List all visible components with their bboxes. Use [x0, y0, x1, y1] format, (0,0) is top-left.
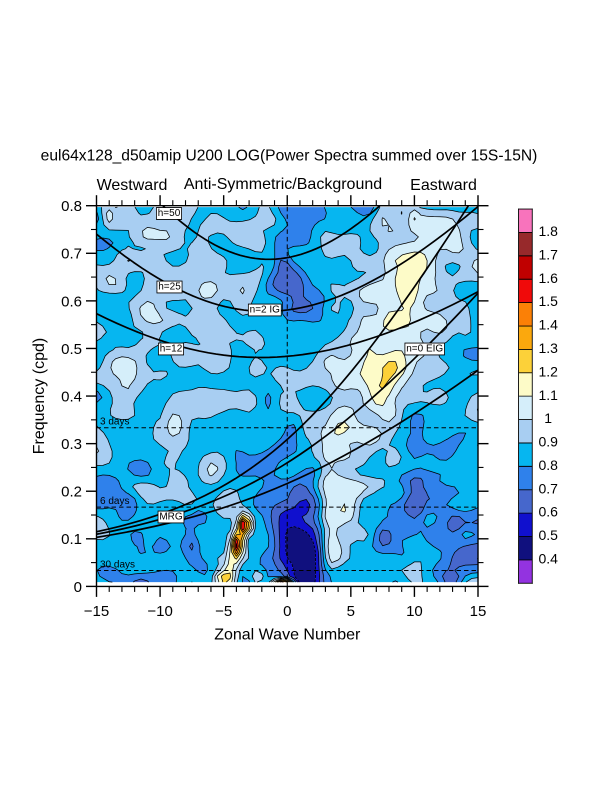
svg-text:1: 1 — [544, 410, 552, 426]
svg-text:−5: −5 — [215, 603, 232, 620]
svg-text:0.5: 0.5 — [538, 527, 558, 543]
svg-text:1.1: 1.1 — [538, 387, 558, 403]
svg-text:h=12: h=12 — [160, 344, 183, 355]
svg-text:1.8: 1.8 — [538, 223, 558, 239]
svg-text:eul64x128_d50amip U200 LOG(Pow: eul64x128_d50amip U200 LOG(Power Spectra… — [41, 148, 538, 165]
svg-text:0.9: 0.9 — [538, 434, 558, 450]
svg-text:Zonal Wave Number: Zonal Wave Number — [214, 626, 361, 643]
svg-text:0.2: 0.2 — [61, 484, 82, 501]
svg-text:−10: −10 — [147, 603, 172, 620]
svg-text:Anti-Symmetric/Background: Anti-Symmetric/Background — [184, 176, 382, 193]
svg-text:h=25: h=25 — [158, 282, 181, 293]
svg-text:0.7: 0.7 — [61, 246, 82, 263]
svg-text:0.6: 0.6 — [538, 504, 558, 520]
svg-text:0.6: 0.6 — [61, 293, 82, 310]
svg-text:0.5: 0.5 — [61, 341, 82, 358]
svg-text:1.4: 1.4 — [538, 317, 558, 333]
svg-text:MRG: MRG — [159, 512, 183, 523]
svg-text:1.7: 1.7 — [538, 246, 558, 262]
svg-text:0.8: 0.8 — [538, 457, 558, 473]
svg-text:3 days: 3 days — [100, 417, 129, 428]
svg-text:6 days: 6 days — [100, 496, 129, 507]
svg-text:0.7: 0.7 — [538, 480, 558, 496]
svg-text:1.5: 1.5 — [538, 293, 558, 309]
svg-text:1.6: 1.6 — [538, 270, 558, 286]
svg-text:1.2: 1.2 — [538, 363, 558, 379]
svg-text:Frequency (cpd): Frequency (cpd) — [31, 338, 48, 455]
svg-text:0.4: 0.4 — [61, 388, 82, 405]
svg-text:−15: −15 — [84, 603, 109, 620]
svg-text:h=50: h=50 — [158, 208, 181, 219]
svg-text:15: 15 — [470, 603, 487, 620]
svg-text:5: 5 — [347, 603, 355, 620]
svg-text:0.1: 0.1 — [61, 531, 82, 548]
svg-text:n=0 EIG: n=0 EIG — [406, 344, 443, 355]
svg-text:0.3: 0.3 — [61, 436, 82, 453]
svg-text:n=2 IG: n=2 IG — [250, 305, 281, 316]
svg-text:1.3: 1.3 — [538, 340, 558, 356]
svg-text:0: 0 — [74, 579, 82, 596]
svg-text:0.8: 0.8 — [61, 198, 82, 215]
svg-text:Westward: Westward — [97, 177, 168, 194]
svg-text:30 days: 30 days — [100, 559, 135, 570]
svg-text:0.4: 0.4 — [538, 551, 558, 567]
svg-text:10: 10 — [406, 603, 423, 620]
svg-text:Eastward: Eastward — [410, 177, 477, 194]
svg-text:0: 0 — [283, 603, 291, 620]
